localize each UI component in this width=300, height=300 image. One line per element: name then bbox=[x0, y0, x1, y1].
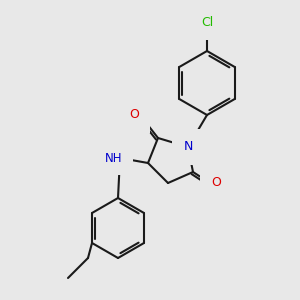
Text: O: O bbox=[211, 176, 221, 190]
Text: N: N bbox=[183, 140, 193, 154]
Text: O: O bbox=[129, 109, 139, 122]
Text: Cl: Cl bbox=[201, 16, 213, 28]
Text: NH: NH bbox=[104, 152, 122, 164]
